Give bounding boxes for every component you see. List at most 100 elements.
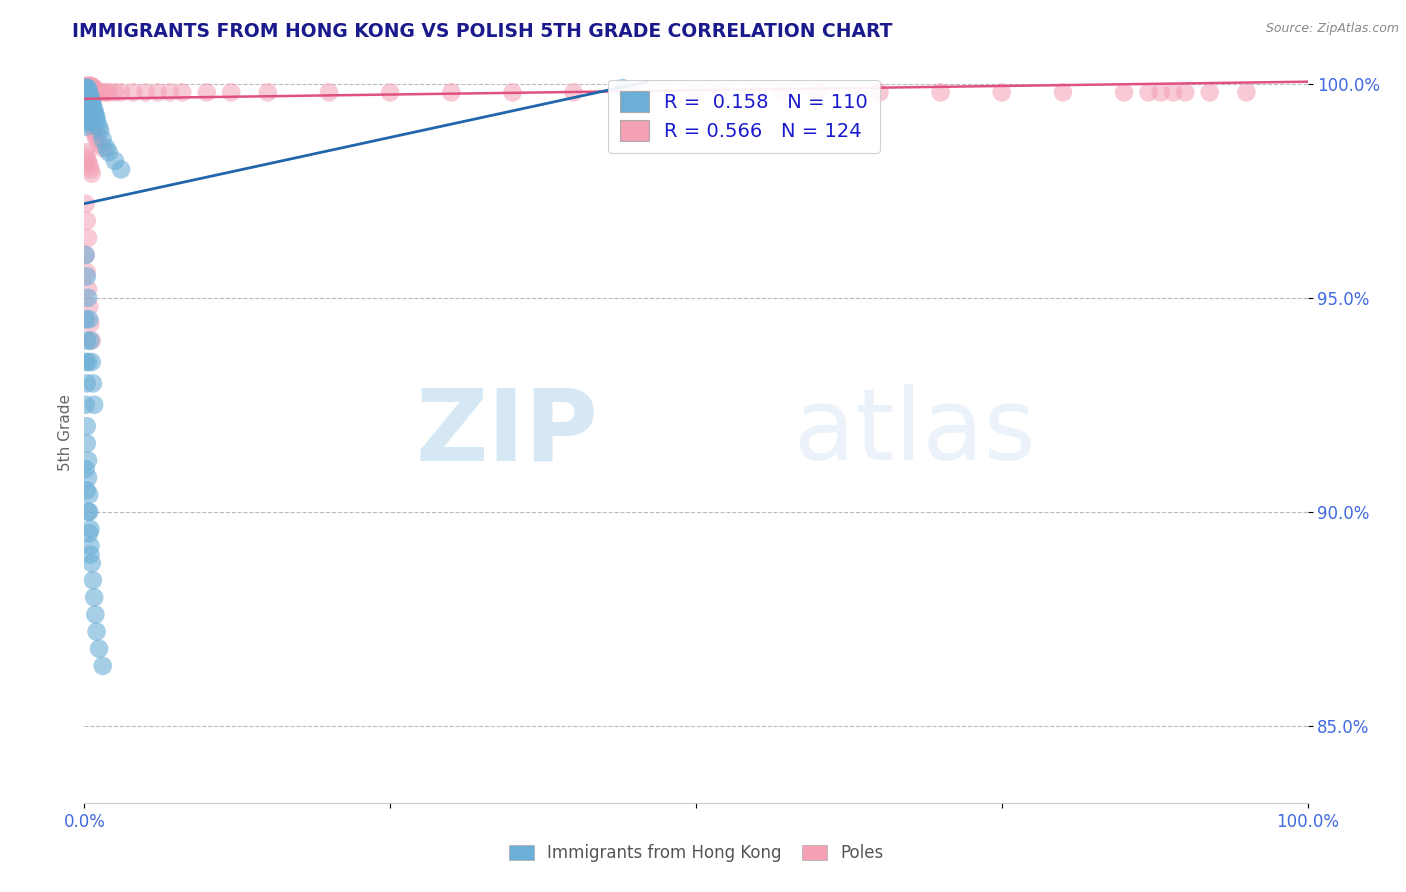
Point bbox=[75, 107, 97, 121]
Point bbox=[83, 83, 105, 97]
Point bbox=[80, 355, 103, 369]
Point bbox=[80, 103, 103, 117]
Point bbox=[76, 214, 98, 228]
Point bbox=[77, 87, 100, 102]
Point bbox=[79, 86, 101, 100]
Point bbox=[75, 86, 97, 100]
Point bbox=[77, 111, 100, 125]
Point bbox=[87, 120, 110, 134]
Point bbox=[76, 89, 98, 103]
Point bbox=[82, 98, 104, 112]
Point bbox=[77, 94, 100, 108]
Point bbox=[75, 87, 97, 102]
Point bbox=[562, 86, 585, 100]
Point bbox=[75, 89, 97, 103]
Point bbox=[77, 231, 100, 245]
Point bbox=[77, 83, 100, 97]
Point bbox=[80, 98, 103, 112]
Text: atlas: atlas bbox=[794, 384, 1035, 481]
Point bbox=[75, 94, 97, 108]
Point bbox=[80, 115, 103, 129]
Point bbox=[612, 81, 634, 95]
Point bbox=[80, 556, 103, 570]
Point bbox=[96, 141, 118, 155]
Point bbox=[76, 89, 98, 103]
Point bbox=[1052, 86, 1074, 100]
Point bbox=[75, 94, 97, 108]
Point bbox=[77, 470, 100, 484]
Point bbox=[86, 86, 108, 100]
Point bbox=[80, 107, 103, 121]
Point bbox=[79, 89, 101, 103]
Point bbox=[77, 158, 100, 172]
Point bbox=[80, 83, 103, 97]
Point bbox=[76, 103, 98, 117]
Point bbox=[75, 98, 97, 112]
Point bbox=[76, 87, 98, 102]
Point bbox=[75, 107, 97, 121]
Point bbox=[75, 312, 97, 326]
Point bbox=[76, 419, 98, 434]
Point bbox=[77, 299, 100, 313]
Point bbox=[75, 107, 97, 121]
Point bbox=[82, 376, 104, 391]
Point bbox=[77, 115, 100, 129]
Point bbox=[80, 81, 103, 95]
Point bbox=[80, 94, 103, 108]
Point bbox=[76, 98, 98, 112]
Point bbox=[76, 269, 98, 284]
Text: ZIP: ZIP bbox=[415, 384, 598, 481]
Point bbox=[1198, 86, 1220, 100]
Point bbox=[172, 86, 194, 100]
Point bbox=[76, 86, 98, 100]
Point bbox=[75, 248, 97, 262]
Point bbox=[77, 94, 100, 108]
Point bbox=[82, 120, 104, 134]
Point bbox=[75, 89, 97, 103]
Point bbox=[75, 398, 97, 412]
Point bbox=[1236, 86, 1258, 100]
Point bbox=[77, 312, 100, 326]
Point bbox=[83, 591, 105, 605]
Point bbox=[77, 98, 100, 112]
Point bbox=[91, 141, 114, 155]
Point bbox=[83, 111, 105, 125]
Point bbox=[77, 505, 100, 519]
Point bbox=[869, 86, 891, 100]
Point bbox=[75, 120, 97, 134]
Point bbox=[75, 94, 97, 108]
Point bbox=[84, 128, 107, 143]
Point bbox=[77, 107, 100, 121]
Point bbox=[79, 111, 101, 125]
Point bbox=[77, 111, 100, 125]
Point bbox=[77, 89, 100, 103]
Point bbox=[122, 86, 145, 100]
Point bbox=[86, 115, 108, 129]
Point bbox=[75, 94, 97, 108]
Point bbox=[76, 83, 98, 97]
Point bbox=[77, 98, 100, 112]
Point bbox=[87, 86, 110, 100]
Point bbox=[79, 107, 101, 121]
Point bbox=[79, 548, 101, 562]
Point bbox=[440, 86, 463, 100]
Point bbox=[75, 115, 97, 129]
Point bbox=[77, 291, 100, 305]
Point bbox=[76, 483, 98, 498]
Point bbox=[91, 132, 114, 146]
Point bbox=[747, 86, 769, 100]
Point bbox=[110, 162, 132, 177]
Point bbox=[75, 89, 97, 103]
Point bbox=[75, 145, 97, 160]
Point bbox=[83, 107, 105, 121]
Point bbox=[75, 81, 97, 95]
Point bbox=[624, 86, 647, 100]
Point bbox=[75, 248, 97, 262]
Point bbox=[79, 317, 101, 331]
Point bbox=[77, 83, 100, 97]
Point bbox=[76, 150, 98, 164]
Point bbox=[75, 86, 97, 100]
Point bbox=[709, 86, 731, 100]
Point bbox=[75, 83, 97, 97]
Point bbox=[97, 145, 120, 160]
